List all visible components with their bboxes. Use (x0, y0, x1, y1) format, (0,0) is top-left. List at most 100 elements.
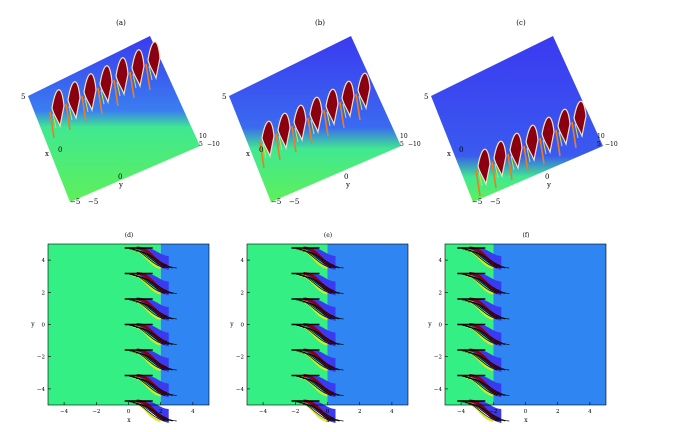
contour-line (132, 402, 173, 422)
ridge-tail (307, 117, 313, 145)
ridge-highlight (294, 127, 299, 143)
panel-a-tick-m5b: −5 (88, 198, 98, 206)
contour-line (302, 352, 344, 371)
panel-c-tick-r5: 5 (597, 141, 601, 148)
panel-d-fronts (124, 246, 177, 423)
ridge-tail (323, 109, 329, 137)
contour-line (302, 403, 344, 422)
ridge-highlight (84, 97, 89, 113)
contour-line (135, 276, 177, 294)
contour-line (296, 376, 336, 396)
panel-b-ylabel: y (345, 181, 350, 189)
contour-line (468, 327, 510, 345)
contour-line (302, 301, 344, 320)
ridge-spike (115, 57, 129, 97)
panel-a-tick-m10: −10 (207, 141, 220, 148)
contour-line (296, 350, 336, 371)
ridge-spike (557, 108, 571, 147)
ridge-spike (341, 80, 355, 119)
ridge-tail (275, 133, 281, 161)
ridge-tail (129, 71, 135, 99)
ridge-tail (65, 103, 71, 131)
panel-f-label: (f) (523, 232, 530, 239)
contour-line (129, 325, 169, 345)
panel-f: (f) −4 −2 0 2 4 4 2 0 −2 −4 x y (427, 232, 607, 424)
panel-f-ylabel: y (427, 321, 432, 328)
contour-line (299, 326, 340, 345)
contour-line (299, 402, 340, 422)
contour-line (465, 249, 506, 269)
ridge-spike (147, 41, 161, 81)
panel-f-fronts (457, 246, 510, 423)
contour-line (296, 248, 336, 269)
ridge-highlight (494, 163, 499, 179)
x-tick-label: 4 (390, 409, 394, 415)
panel-a-label: (a) (116, 19, 126, 27)
ridge-highlight (262, 143, 267, 159)
ridge-highlight (574, 123, 579, 139)
panel-c-tick-5: 5 (424, 93, 428, 101)
contour-line (135, 327, 177, 345)
ridge-spike (51, 89, 65, 129)
ridge-tail (259, 141, 265, 169)
contour-line (299, 300, 340, 320)
y-tick-label: 4 (42, 258, 46, 264)
contour-line (468, 403, 510, 422)
y-tick-label: 2 (241, 290, 245, 296)
panel-a-ylabel: y (118, 181, 123, 189)
panel-a-surface (28, 36, 200, 202)
panel-c-tick-0: 0 (459, 146, 463, 154)
contour-line (135, 301, 177, 320)
ridge-tail (555, 129, 561, 157)
ridge-spike (477, 148, 491, 187)
contour-line (296, 401, 336, 422)
x-tick-label: −4 (457, 409, 466, 415)
ridge-tail (539, 137, 545, 165)
panel-b-tick-10: 10 (400, 133, 408, 140)
panel-c-tick-m5b: −5 (490, 198, 500, 206)
y-tick-label: −2 (37, 355, 45, 361)
ridge-tail (491, 161, 497, 189)
ridge-highlight (68, 105, 73, 121)
panel-b: (b) 5 x 0 y 0 −5 −5 10 5 −10 (222, 19, 421, 206)
panel-c: (c) 5 x 0 y 0 −5 −5 10 5 −10 (424, 19, 618, 206)
ridge-highlight (542, 139, 547, 155)
ridge-spike (309, 96, 323, 135)
ridge-highlight (326, 111, 331, 127)
contour-line (302, 327, 344, 345)
panel-b-ridges (259, 72, 371, 169)
panel-c-ylabel: y (546, 181, 551, 189)
panel-d: (d) −4 −2 0 2 4 4 2 0 −2 −4 x y (30, 232, 210, 424)
x-tick-label: 4 (588, 409, 592, 415)
contour-line (462, 299, 502, 320)
y-tick-label: −2 (236, 355, 244, 361)
contour-line (129, 350, 169, 371)
y-tick-label: 2 (439, 290, 443, 296)
ridge-highlight (116, 81, 121, 97)
contour-line (468, 276, 510, 294)
contour-line (465, 351, 506, 371)
panel-b-tick-5: 5 (222, 93, 226, 101)
ridge-tail (475, 169, 481, 197)
ridge-spike (277, 112, 291, 151)
panel-e-label: (e) (324, 232, 332, 239)
contour-line (132, 351, 173, 371)
x-tick-label: 0 (326, 409, 330, 415)
ridge-highlight (100, 89, 105, 105)
y-tick-label: 4 (241, 258, 245, 264)
y-tick-label: −2 (434, 355, 442, 361)
panel-c-ridges (475, 100, 587, 197)
panel-a-tick-r5: 5 (199, 141, 203, 148)
panel-b-tick-m5: −5 (271, 198, 281, 206)
panel-d-xlabel: x (127, 417, 131, 424)
contour-line (135, 352, 177, 371)
contour-line (462, 401, 502, 422)
contour-line (462, 248, 502, 269)
ridge-highlight (148, 65, 153, 81)
contour-line (468, 250, 510, 269)
ridge-highlight (510, 155, 515, 171)
contour-line (299, 351, 340, 371)
ridge-highlight (478, 171, 483, 187)
contour-line (299, 377, 340, 396)
panel-e-ylabel: y (229, 321, 234, 328)
